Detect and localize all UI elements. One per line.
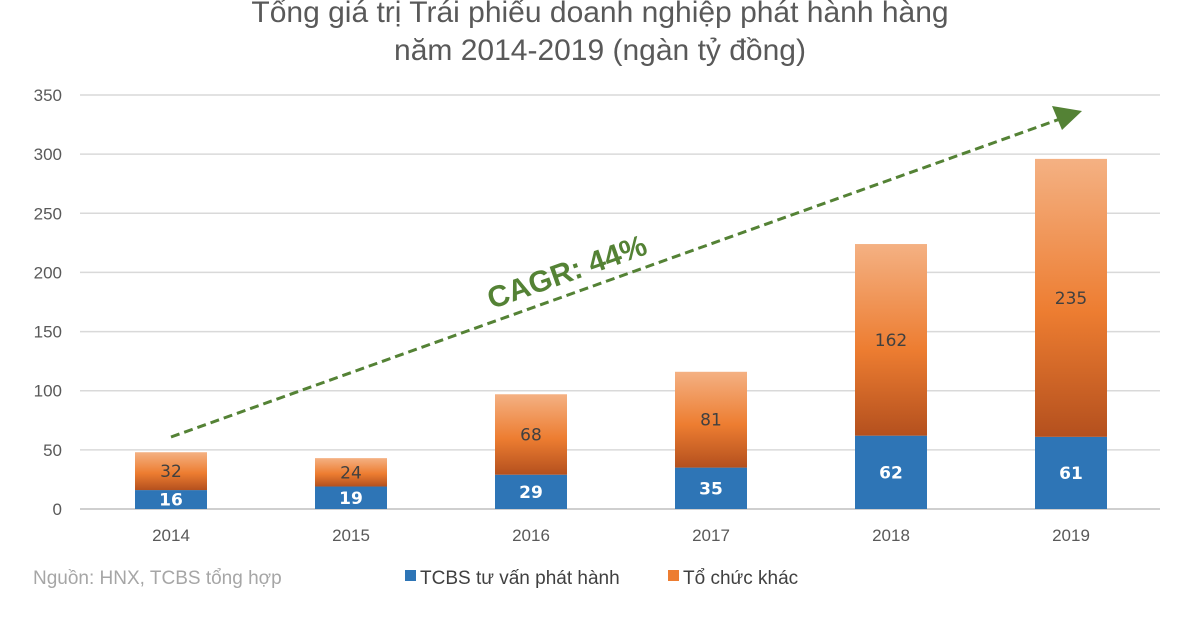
bar-other-2015 (315, 458, 387, 487)
source-note: Nguồn: HNX, TCBS tổng hợp (33, 568, 282, 589)
bar-tcbs-2015 (315, 486, 387, 509)
data-label-other: 24 (340, 463, 362, 483)
data-label-tcbs: 62 (879, 463, 903, 483)
chart-title-line-1: Tổng giá trị Trái phiếu doanh nghiệp phá… (251, 0, 948, 29)
data-label-tcbs: 19 (339, 489, 363, 509)
y-tick-label: 50 (43, 441, 62, 460)
y-tick-label: 100 (34, 382, 62, 401)
x-tick-label: 2016 (512, 526, 550, 545)
x-tick-label: 2015 (332, 526, 370, 545)
y-tick-label: 200 (34, 263, 62, 282)
bar-tcbs-2017 (675, 467, 747, 509)
bar-other-2017 (675, 371, 747, 468)
legend-label-other: Tổ chức khác (683, 568, 798, 589)
legend-swatch-other (668, 570, 679, 581)
data-label-other: 235 (1055, 289, 1087, 309)
data-label-other: 68 (520, 425, 542, 445)
data-label-tcbs: 16 (159, 491, 183, 511)
x-tick-label: 2014 (152, 526, 190, 545)
data-label-tcbs: 61 (1059, 464, 1083, 484)
y-tick-label: 250 (34, 204, 62, 223)
data-label-other: 32 (160, 462, 182, 482)
y-tick-label: 300 (34, 145, 62, 164)
legend-label-tcbs: TCBS tư vấn phát hành (420, 568, 620, 589)
x-tick-label: 2019 (1052, 526, 1090, 545)
y-tick-label: 0 (53, 500, 62, 519)
bar-other-2018 (855, 244, 927, 436)
bar-tcbs-2018 (855, 435, 927, 509)
bar-other-2016 (495, 394, 567, 475)
data-label-tcbs: 29 (519, 483, 543, 503)
bar-tcbs-2019 (1035, 436, 1107, 509)
y-tick-label: 150 (34, 323, 62, 342)
chart-title-line-2: năm 2014-2019 (ngàn tỷ đồng) (394, 34, 806, 67)
bar-tcbs-2014 (135, 490, 207, 509)
cagr-arrow (170, 106, 1082, 439)
legend-swatch-tcbs (405, 570, 416, 581)
arrow-head-icon (1052, 106, 1082, 130)
y-tick-label: 350 (34, 86, 62, 105)
legend: TCBS tư vấn phát hành Tổ chức khác (405, 568, 798, 589)
data-label-other: 162 (875, 331, 907, 351)
bar-other-2014 (135, 452, 207, 491)
bar-tcbs-2016 (495, 474, 567, 509)
x-tick-label: 2017 (692, 526, 730, 545)
data-label-tcbs: 35 (699, 479, 723, 499)
data-label-other: 81 (700, 411, 722, 431)
bar-other-2019 (1035, 158, 1107, 437)
x-tick-label: 2018 (872, 526, 910, 545)
